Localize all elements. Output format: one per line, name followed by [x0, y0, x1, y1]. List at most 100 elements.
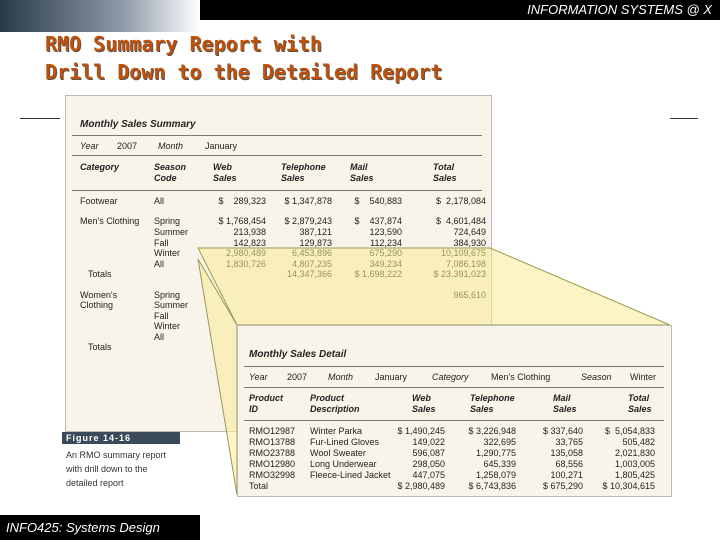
panel-title: Monthly Sales Detail — [249, 349, 347, 360]
table-cell: 596,087 — [412, 448, 445, 458]
table-cell: 129,873 — [299, 238, 332, 248]
table-cell: 142,823 — [233, 238, 266, 248]
table-cell: 135,058 — [550, 448, 583, 458]
table-cell: Spring — [154, 216, 181, 226]
table-cell: Spring — [154, 290, 181, 300]
column-header: Sales — [628, 404, 652, 414]
column-header: Sales — [470, 404, 494, 414]
slide-title: RMO Summary Report with — [45, 32, 322, 56]
table-cell: 387,121 — [299, 227, 332, 237]
column-header: Product — [249, 393, 284, 403]
table-cell: RMO13788 — [249, 437, 296, 447]
table-cell: 1,290,775 — [475, 448, 516, 458]
table-cell: Fall — [154, 311, 169, 321]
caption-text: with drill down to the — [66, 464, 148, 474]
table-cell: $ 10,304,615 — [602, 481, 655, 491]
table-cell: 2,021,830 — [614, 448, 655, 458]
table-cell: 213,938 — [233, 227, 266, 237]
table-cell: $ 3,226,948 — [468, 426, 516, 436]
filter-value: January — [375, 372, 408, 382]
table-cell: $ 437,874 — [354, 216, 402, 226]
figure-label: Figure 14-16 — [62, 432, 180, 444]
table-cell: 1,258,079 — [475, 470, 516, 480]
table-cell: Fall — [154, 238, 169, 248]
table-cell: Totals — [88, 269, 112, 279]
filter-label: Month — [328, 372, 354, 382]
filter-label: Month — [158, 141, 184, 151]
table-rule — [72, 135, 482, 136]
table-cell: Fleece-Lined Jacket — [310, 470, 391, 480]
table-rule — [244, 387, 664, 388]
table-cell: RMO12980 — [249, 459, 296, 469]
panel-title: Monthly Sales Summary — [80, 119, 196, 130]
column-header: Season — [154, 162, 187, 172]
slide-title: Drill Down to the Detailed Report — [45, 60, 443, 84]
drill-highlight — [197, 247, 671, 326]
table-cell: RMO32998 — [249, 470, 296, 480]
banner: INFORMATION SYSTEMS @ X — [200, 0, 720, 20]
column-header: Sales — [553, 404, 577, 414]
table-cell: Totals — [88, 342, 112, 352]
filter-label: Season — [581, 372, 612, 382]
column-header: Mail — [553, 393, 571, 403]
table-cell: 447,075 — [412, 470, 445, 480]
table-rule — [72, 155, 482, 156]
filter-value: January — [205, 141, 238, 151]
column-header: Telephone — [281, 162, 326, 172]
table-cell: $ 2,879,243 — [284, 216, 332, 226]
rule — [670, 118, 698, 119]
table-rule — [72, 190, 482, 191]
column-header: Telephone — [470, 393, 515, 403]
table-cell: $ 2,178,084 — [435, 196, 486, 206]
table-cell: RMO12987 — [249, 426, 296, 436]
table-cell: Winter — [154, 248, 181, 258]
filter-value: 2007 — [117, 141, 138, 151]
table-cell: Women's Clothing — [80, 290, 118, 310]
rule — [20, 118, 60, 119]
column-header: Sales — [433, 173, 457, 183]
caption-text: An RMO summary report — [66, 450, 167, 460]
table-cell: 384,930 — [453, 238, 486, 248]
filter-value: Winter — [630, 372, 657, 382]
table-cell: 724,649 — [453, 227, 486, 237]
table-cell: $ 675,290 — [542, 481, 583, 491]
table-cell: $ 1,347,878 — [284, 196, 332, 206]
column-header: Web — [412, 393, 431, 403]
table-cell: $ 5,054,833 — [604, 426, 655, 436]
filter-label: Year — [80, 141, 99, 151]
table-cell: 298,050 — [412, 459, 445, 469]
column-header: Total — [628, 393, 650, 403]
table-cell: All — [154, 259, 165, 269]
column-header: Sales — [281, 173, 305, 183]
caption-text: detailed report — [66, 478, 124, 488]
table-cell: 33,765 — [555, 437, 583, 447]
table-cell: $ 1,490,245 — [397, 426, 445, 436]
table-cell: $ 540,883 — [354, 196, 402, 206]
table-cell: All — [154, 196, 165, 206]
table-cell: 1,805,425 — [614, 470, 655, 480]
column-header: Mail — [350, 162, 368, 172]
detail-panel — [237, 325, 672, 497]
table-cell: Footwear — [80, 196, 118, 206]
table-rule — [244, 420, 664, 421]
filter-value: 2007 — [287, 372, 308, 382]
table-cell: Fur-Lined Gloves — [310, 437, 380, 447]
filter-label: Category — [432, 372, 469, 382]
table-cell: 112,234 — [370, 238, 402, 248]
table-cell: $ 1,768,454 — [218, 216, 266, 226]
column-header: Category — [80, 162, 120, 172]
column-header: Total — [433, 162, 455, 172]
column-header: Sales — [412, 404, 436, 414]
table-cell: Summer — [154, 300, 189, 310]
table-cell: 645,339 — [483, 459, 516, 469]
table-cell: Winter — [154, 321, 181, 331]
column-header: Product — [310, 393, 345, 403]
table-cell: Summer — [154, 227, 189, 237]
footer: INFO425: Systems Design — [0, 515, 200, 540]
table-cell: 1,003,005 — [614, 459, 655, 469]
table-cell: Winter Parka — [310, 426, 363, 436]
table-cell: 100,271 — [550, 470, 583, 480]
table-cell: 123,590 — [369, 227, 402, 237]
